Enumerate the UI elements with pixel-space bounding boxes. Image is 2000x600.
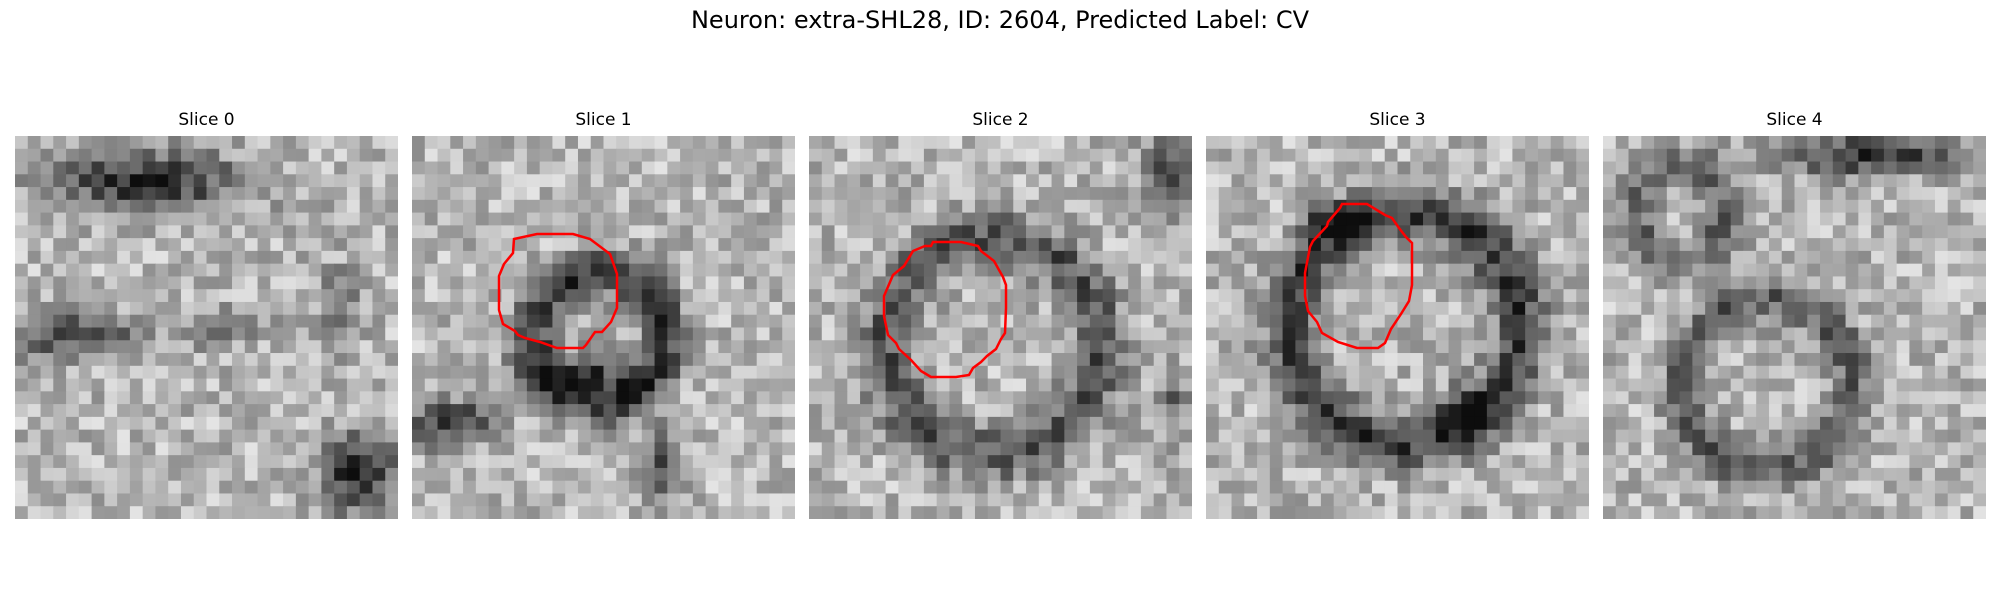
panel-title: Slice 2 xyxy=(972,110,1029,130)
segmentation-contour xyxy=(1303,202,1414,350)
panel-title: Slice 4 xyxy=(1766,110,1823,130)
panel-title: Slice 3 xyxy=(1369,110,1426,130)
segmentation-contour xyxy=(497,232,619,350)
slice-image xyxy=(1206,136,1589,519)
slice-image xyxy=(809,136,1192,519)
microscopy-pixel-grid xyxy=(1603,136,1986,519)
panel-slice-2: Slice 2 xyxy=(809,108,1192,519)
panel-title: Slice 1 xyxy=(575,110,632,130)
panel-title: Slice 0 xyxy=(178,110,235,130)
panel-slice-0: Slice 0 xyxy=(15,108,398,519)
figure-title: Neuron: extra-SHL28, ID: 2604, Predicted… xyxy=(690,6,1310,34)
segmentation-contour xyxy=(882,240,1008,379)
slice-image xyxy=(1603,136,1986,519)
slice-image xyxy=(15,136,398,519)
panel-slice-4: Slice 4 xyxy=(1603,108,1986,519)
microscopy-pixel-grid xyxy=(809,136,1192,519)
panel-slice-1: Slice 1 xyxy=(412,108,795,519)
microscopy-pixel-grid xyxy=(15,136,398,519)
microscopy-pixel-grid xyxy=(412,136,795,519)
panel-slice-3: Slice 3 xyxy=(1206,108,1589,519)
microscopy-pixel-grid xyxy=(1206,136,1589,519)
slice-image xyxy=(412,136,795,519)
